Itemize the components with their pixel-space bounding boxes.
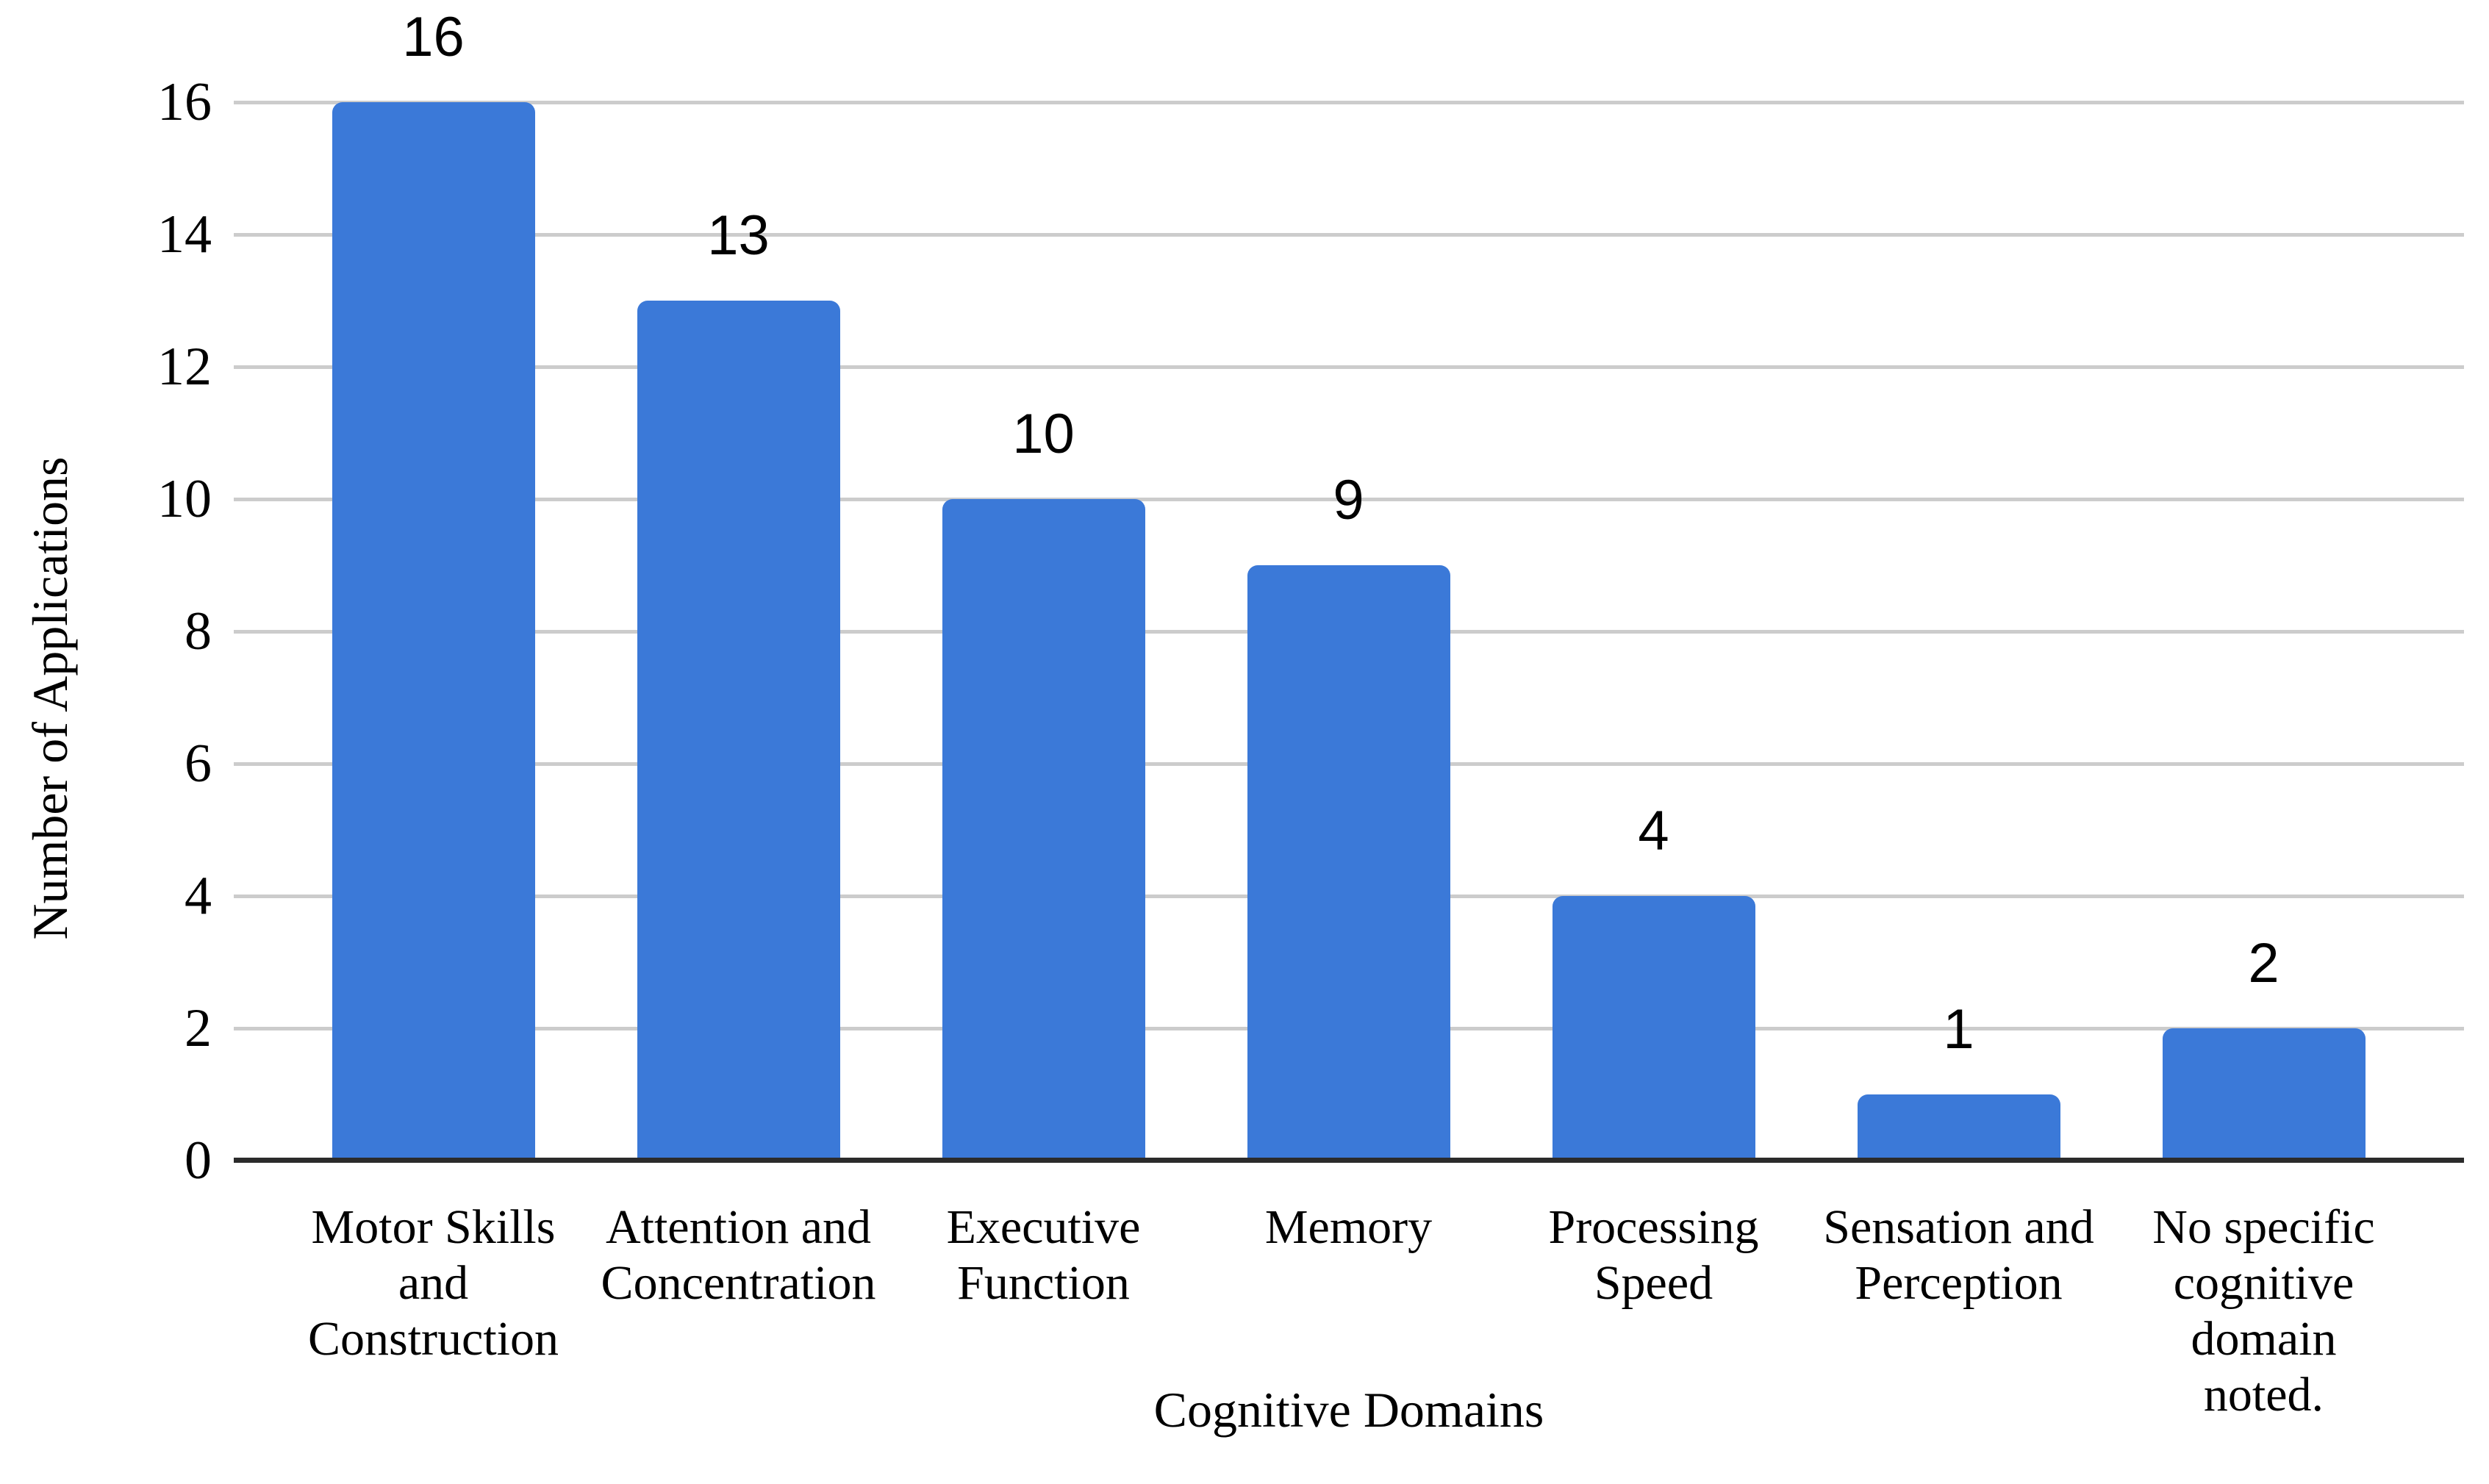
- x-category-label: Executive Function: [889, 1200, 1198, 1311]
- y-tick-label: 8: [185, 601, 212, 662]
- y-tick-label: 2: [185, 998, 212, 1058]
- bar: [1857, 1094, 2060, 1161]
- x-category-label-line: Motor Skills: [311, 1200, 556, 1254]
- x-category-label-line: noted.: [2203, 1368, 2324, 1422]
- y-tick-label: 4: [185, 866, 212, 926]
- x-category-label-line: cognitive: [2173, 1256, 2354, 1310]
- gridline: [234, 232, 2464, 237]
- x-category-label: Motor Skills and Construction: [279, 1200, 588, 1367]
- x-category-label-line: Processing: [1548, 1200, 1759, 1254]
- bar-value-label: 4: [1638, 800, 1669, 862]
- x-category-label-line: domain: [2191, 1312, 2337, 1366]
- x-category-label: No specific cognitive domain noted.: [2110, 1200, 2418, 1423]
- x-category-label-line: Attention and: [605, 1200, 872, 1254]
- x-category-label-line: Executive: [946, 1200, 1141, 1254]
- x-axis-title: Cognitive Domains: [1153, 1382, 1544, 1438]
- x-category-label-line: and: [398, 1256, 469, 1310]
- y-tick-label: 10: [157, 469, 212, 529]
- x-category-label-line: Concentration: [601, 1256, 876, 1310]
- y-tick-label: 12: [157, 337, 212, 397]
- x-category-label-line: Construction: [308, 1312, 559, 1366]
- bar-value-label: 13: [707, 204, 770, 267]
- bar: [942, 499, 1145, 1161]
- bar-value-label: 2: [2248, 932, 2280, 994]
- x-category-label: Processing Speed: [1500, 1200, 1808, 1311]
- y-tick-label: 0: [185, 1130, 212, 1191]
- gridline: [234, 365, 2464, 369]
- bar: [637, 301, 840, 1161]
- x-category-label: Memory: [1195, 1200, 1503, 1255]
- bar-value-label: 1: [1943, 998, 1974, 1061]
- gridline: [234, 497, 2464, 501]
- bar-value-label: 9: [1333, 469, 1364, 531]
- bar: [2162, 1028, 2366, 1161]
- bar: [1552, 896, 1755, 1161]
- x-category-label-line: Perception: [1855, 1256, 2063, 1310]
- bar: [1247, 565, 1450, 1161]
- x-category-label-line: Speed: [1594, 1256, 1713, 1310]
- bar-value-label: 16: [402, 6, 465, 68]
- x-category-label: Sensation and Perception: [1805, 1200, 2113, 1311]
- x-category-label-line: Function: [957, 1256, 1130, 1310]
- x-category-label-line: No specific: [2152, 1200, 2375, 1254]
- x-category-label-line: Memory: [1264, 1200, 1433, 1254]
- x-axis-line: [234, 1158, 2464, 1163]
- x-category-label: Attention and Concentration: [584, 1200, 893, 1311]
- y-tick-label: 14: [157, 204, 212, 265]
- bar: [332, 102, 535, 1161]
- gridline: [234, 100, 2464, 104]
- x-category-label-line: Sensation and: [1823, 1200, 2094, 1254]
- bar-value-label: 10: [1012, 403, 1075, 465]
- y-tick-label: 16: [157, 72, 212, 132]
- y-tick-label: 6: [185, 734, 212, 794]
